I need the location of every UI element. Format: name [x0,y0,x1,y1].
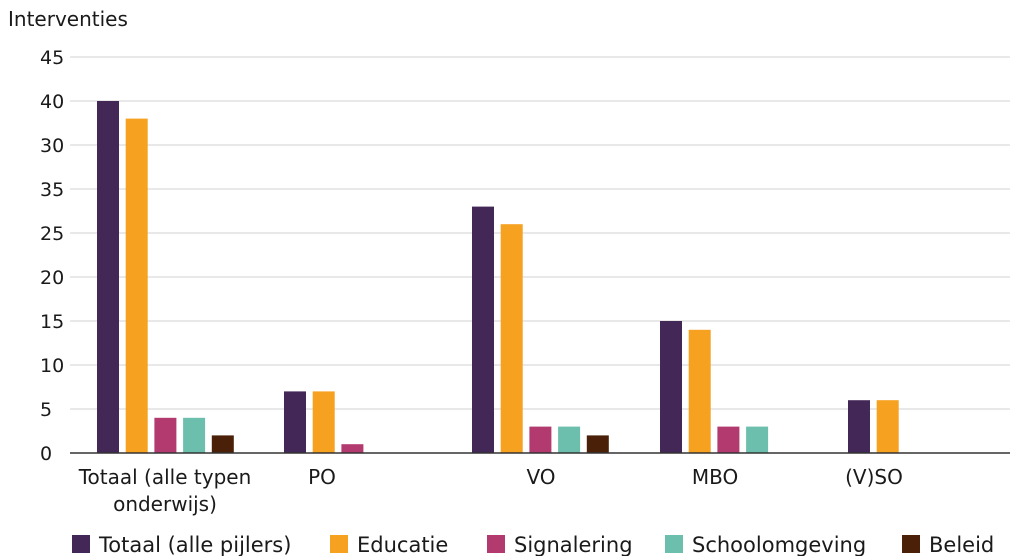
bar-educatie-1 [312,391,335,453]
y-tick-label: 10 [40,355,64,377]
y-tick-label: 30 [40,135,64,157]
legend-swatch [330,535,348,553]
legend-swatch [902,535,920,553]
bar-totaal-alle-pijlers--0 [97,101,119,453]
bar-educatie-4 [876,400,899,453]
y-axis-ticks: 0 5 10 15 20 25 35 30 40 45 [40,47,64,465]
bar-signalering-1 [341,444,364,453]
x-category-label: PO [308,465,336,489]
legend-item-totaal-alle-pijlers-: Totaal (alle pijlers) [72,533,291,556]
y-tick-label: 15 [40,311,64,333]
x-category-label: MBO [692,465,738,489]
y-tick-label: 40 [40,91,64,113]
bar-signalering-2 [529,426,552,453]
bar-educatie-3 [688,329,711,453]
y-tick-label: 35 [40,179,64,201]
x-category-label: onderwijs) [113,492,217,516]
legend-swatch [665,535,683,553]
x-category-label: VO [526,465,555,489]
x-category-label: Totaal (alle typen [78,465,252,489]
gridlines [70,56,1010,410]
y-tick-label: 20 [40,267,64,289]
y-tick-label: 5 [40,399,52,421]
bars [97,101,899,453]
legend-swatch [72,535,90,553]
y-tick-label: 0 [40,443,52,465]
bar-educatie-2 [500,224,523,453]
bar-totaal-alle-pijlers--1 [284,391,306,453]
legend-swatch [487,535,505,553]
legend-item-beleid: Beleid [902,533,994,556]
bar-totaal-alle-pijlers--2 [472,206,494,453]
y-tick-label: 45 [40,47,64,69]
bar-schoolomgeving-2 [558,426,581,453]
bar-beleid-0 [211,435,234,453]
legend-label: Beleid [929,533,994,556]
bar-beleid-2 [586,435,609,453]
bar-schoolomgeving-3 [746,426,769,453]
legend-label: Signalering [514,533,633,556]
x-category-label: (V)SO [845,465,903,489]
legend-item-schoolomgeving: Schoolomgeving [665,533,866,556]
bar-signalering-0 [154,417,177,453]
bar-signalering-3 [717,426,740,453]
bar-totaal-alle-pijlers--3 [660,321,682,453]
legend: Totaal (alle pijlers) Educatie Signalering… [72,533,994,556]
y-tick-label: 25 [40,223,64,245]
legend-label: Totaal (alle pijlers) [98,533,291,556]
legend-item-signalering: Signalering [487,533,633,556]
legend-item-educatie: Educatie [330,533,448,556]
y-axis-label: Interventies [8,7,128,31]
bar-totaal-alle-pijlers--4 [848,400,870,453]
bar-schoolomgeving-0 [183,417,206,453]
x-axis-categories: Totaal (alle typen onderwijs) PO VO MBO (V)SO [78,465,903,516]
legend-label: Schoolomgeving [692,533,866,556]
legend-label: Educatie [357,533,448,556]
bar-educatie-0 [125,118,148,453]
